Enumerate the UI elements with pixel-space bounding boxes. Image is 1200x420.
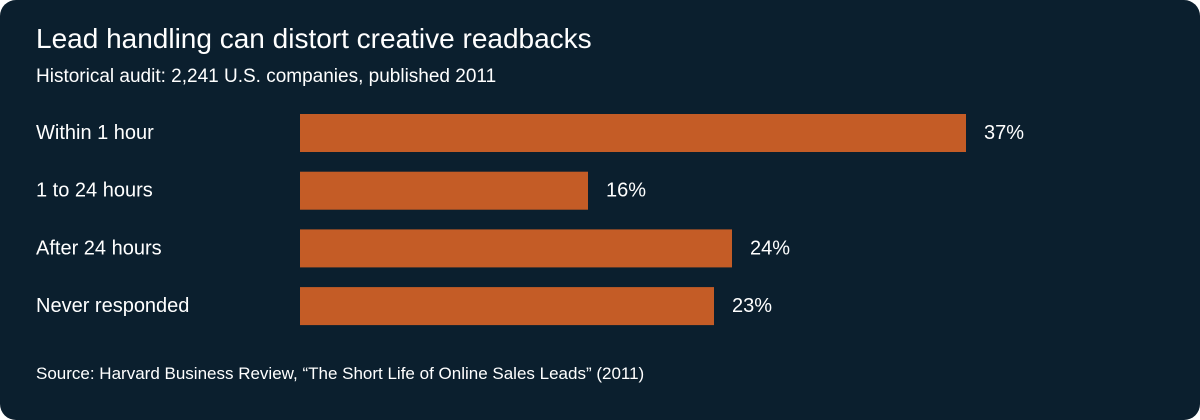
- value-label: 23%: [732, 295, 772, 317]
- category-label: Within 1 hour: [36, 122, 154, 144]
- value-label: 16%: [606, 180, 646, 202]
- bar: [300, 171, 588, 210]
- value-label: 37%: [984, 122, 1024, 144]
- bar: [300, 287, 714, 326]
- chart-subtitle: Historical audit: 2,241 U.S. companies, …: [36, 66, 497, 87]
- category-label: Never responded: [36, 295, 189, 317]
- bar: [300, 114, 966, 152]
- source-note: Source: Harvard Business Review, “The Sh…: [36, 364, 645, 383]
- chart-title: Lead handling can distort creative readb…: [36, 23, 592, 54]
- category-label: 1 to 24 hours: [36, 180, 153, 202]
- bar: [300, 229, 732, 268]
- category-label: After 24 hours: [36, 237, 162, 259]
- value-label: 24%: [750, 237, 790, 259]
